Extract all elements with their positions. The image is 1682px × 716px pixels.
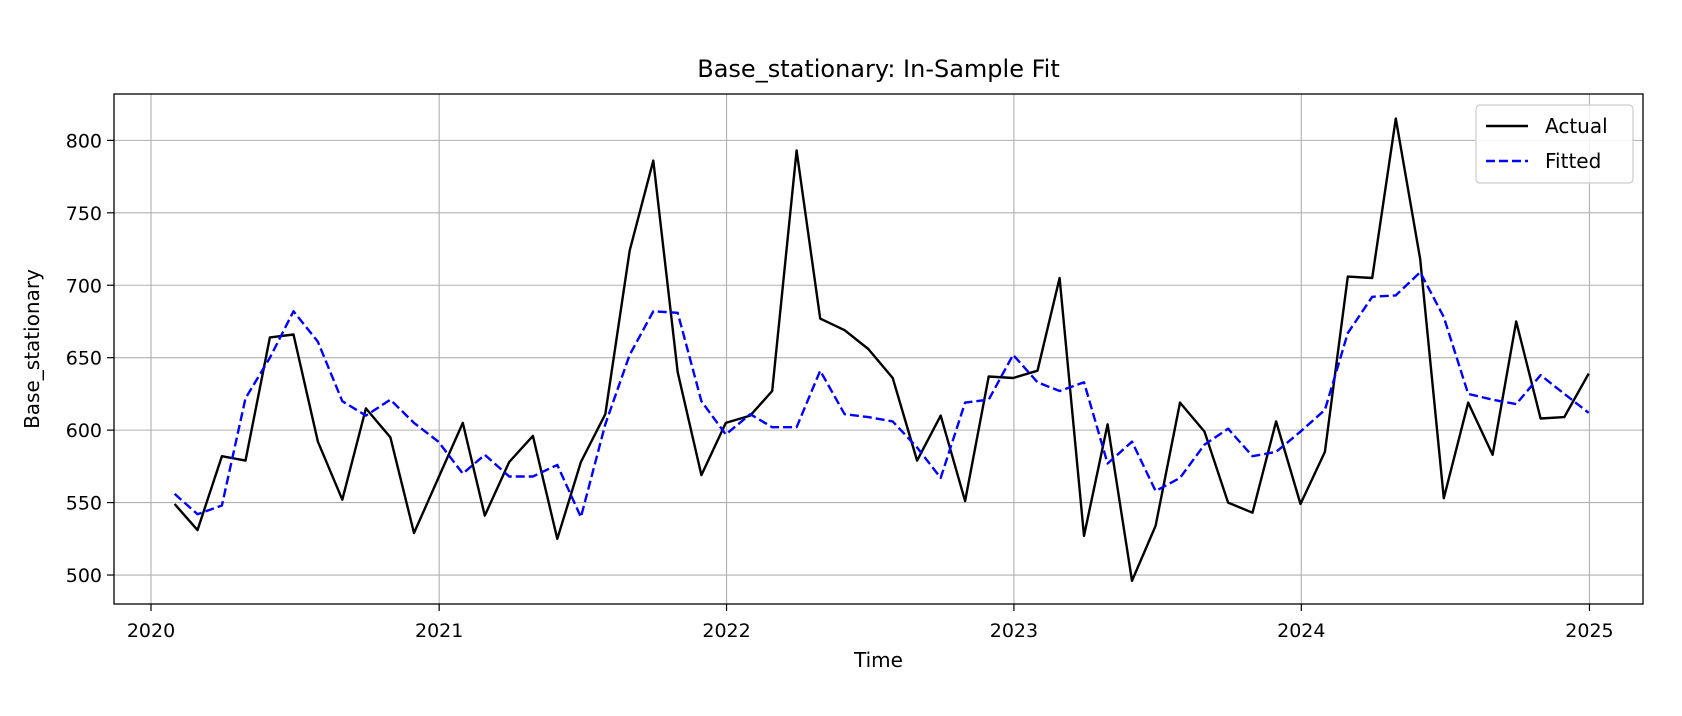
y-tick-label: 550 bbox=[66, 493, 102, 515]
legend-label-actual: Actual bbox=[1545, 114, 1608, 138]
x-axis-ticks: 2020 2021 2022 2023 2024 2025 bbox=[127, 604, 1614, 642]
x-tick-label: 2023 bbox=[990, 620, 1038, 642]
chart-title: Base_stationary: In-Sample Fit bbox=[697, 55, 1059, 83]
x-tick-label: 2022 bbox=[702, 620, 750, 642]
legend-label-fitted: Fitted bbox=[1545, 149, 1601, 173]
y-tick-label: 700 bbox=[66, 275, 102, 297]
x-tick-label: 2025 bbox=[1565, 620, 1613, 642]
x-tick-label: 2021 bbox=[415, 620, 463, 642]
y-tick-label: 500 bbox=[66, 565, 102, 587]
series-lines bbox=[173, 117, 1590, 582]
y-tick-label: 800 bbox=[66, 130, 102, 152]
legend-box bbox=[1475, 104, 1634, 184]
x-tick-label: 2020 bbox=[127, 620, 175, 642]
series-line-fitted bbox=[173, 271, 1590, 519]
y-axis-label: Base_stationary bbox=[20, 269, 44, 429]
grid bbox=[114, 94, 1643, 604]
series-line-actual bbox=[173, 117, 1590, 582]
y-tick-label: 750 bbox=[66, 203, 102, 225]
y-axis-ticks: 500 550 600 650 700 750 800 bbox=[66, 130, 114, 587]
x-axis-label: Time bbox=[853, 648, 903, 672]
y-tick-label: 650 bbox=[66, 348, 102, 370]
x-tick-label: 2024 bbox=[1277, 620, 1325, 642]
plot-frame bbox=[113, 93, 1644, 605]
legend: Actual Fitted bbox=[1475, 104, 1634, 184]
y-tick-label: 600 bbox=[66, 420, 102, 442]
